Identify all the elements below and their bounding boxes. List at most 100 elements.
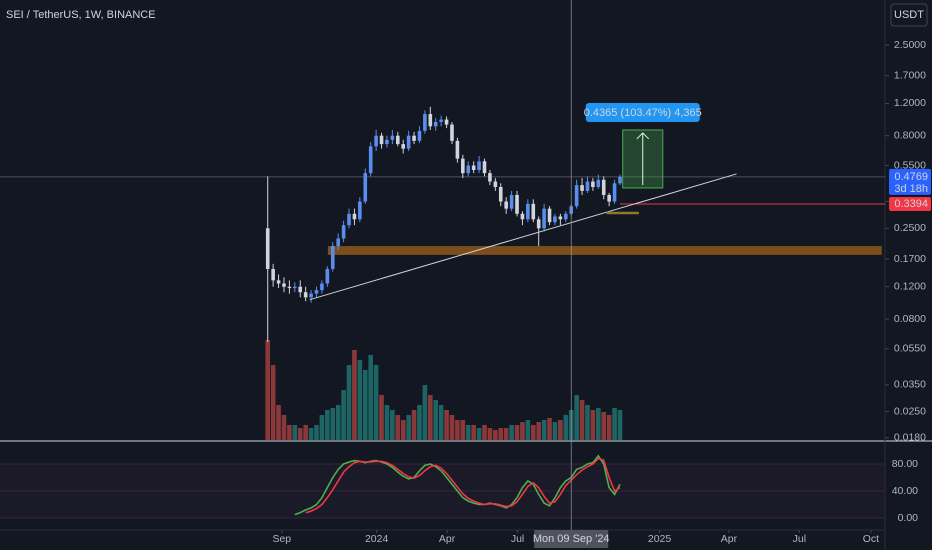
candle-body bbox=[563, 213, 568, 220]
y-tick-label: 1.7000 bbox=[894, 69, 926, 81]
x-tick-label: Sep bbox=[272, 533, 291, 545]
measure-label: 0.4365 (103.47%) 4,365 bbox=[584, 107, 702, 119]
candle-body bbox=[515, 194, 519, 214]
volume-bar bbox=[287, 425, 292, 440]
volume-bar bbox=[596, 408, 601, 440]
candle-body bbox=[303, 292, 308, 298]
volume-bar bbox=[530, 425, 536, 440]
candle-body bbox=[461, 158, 465, 174]
candle-body bbox=[547, 208, 552, 223]
volume-bar bbox=[482, 425, 487, 440]
volume-bar bbox=[276, 405, 281, 440]
volume-bar bbox=[590, 410, 596, 440]
volume-bar bbox=[352, 350, 357, 440]
candle-body bbox=[385, 139, 389, 145]
volume-bar bbox=[270, 365, 276, 440]
candle-body bbox=[309, 293, 313, 298]
volume-bar bbox=[373, 365, 379, 440]
volume-bar bbox=[265, 340, 271, 440]
candle-body bbox=[482, 161, 487, 174]
volume-bar bbox=[547, 418, 552, 440]
candle-body bbox=[450, 124, 454, 141]
volume-bar bbox=[303, 425, 308, 440]
trendline bbox=[309, 173, 737, 301]
volume-bar bbox=[563, 415, 569, 440]
volume-bar bbox=[335, 405, 341, 440]
volume-bar bbox=[498, 428, 504, 440]
level-box bbox=[889, 196, 931, 211]
candle-body bbox=[282, 283, 286, 287]
candle-body bbox=[477, 161, 481, 171]
candle-body bbox=[330, 246, 335, 269]
candle-body bbox=[401, 144, 406, 149]
crosshair-label-box bbox=[534, 530, 609, 548]
volume-bar bbox=[455, 420, 460, 440]
candle-body bbox=[395, 135, 400, 145]
y-tick-label: 0.0350 bbox=[894, 379, 926, 391]
volume-bar bbox=[574, 395, 579, 440]
volume-bar bbox=[325, 410, 330, 440]
candle-body bbox=[341, 225, 346, 239]
x-tick-label: Apr bbox=[439, 533, 456, 545]
volume-bar bbox=[471, 425, 476, 440]
candle-body bbox=[336, 238, 340, 247]
volume-bar bbox=[444, 410, 449, 440]
candle-body bbox=[471, 165, 476, 171]
volume-bar bbox=[417, 405, 422, 440]
chart-title: SEI / TetherUS, 1W, BINANCE bbox=[6, 9, 156, 21]
x-tick-label: Apr bbox=[721, 533, 738, 545]
candle-body bbox=[287, 286, 292, 289]
volume-bar bbox=[292, 425, 298, 440]
y-tick-label: 0.0550 bbox=[894, 343, 926, 355]
volume-bar bbox=[552, 422, 558, 440]
volume-bar bbox=[308, 428, 314, 440]
candle-body bbox=[417, 130, 422, 141]
volume-bar bbox=[536, 422, 541, 440]
candle-body bbox=[298, 286, 303, 293]
candle-body bbox=[363, 173, 368, 202]
candle-body bbox=[271, 268, 275, 281]
candle-body bbox=[314, 290, 319, 294]
candle-body bbox=[390, 135, 395, 140]
candle-body bbox=[612, 183, 617, 202]
currency-button[interactable] bbox=[890, 3, 928, 27]
volume-bar bbox=[433, 400, 439, 440]
last-price-label: 0.4769 bbox=[894, 171, 928, 183]
volume-bar bbox=[606, 415, 612, 440]
candle-body bbox=[358, 201, 362, 220]
candle-body bbox=[498, 187, 503, 202]
candle-body bbox=[374, 135, 378, 147]
volume-bar bbox=[617, 410, 623, 440]
volume-bar bbox=[541, 420, 547, 440]
volume-bar bbox=[460, 420, 466, 440]
y-tick-label: 0.8000 bbox=[894, 129, 926, 141]
y-tick-label: 0.0180 bbox=[894, 432, 926, 444]
candle-body bbox=[347, 213, 351, 226]
candle-body bbox=[293, 286, 297, 289]
candle-body bbox=[276, 280, 281, 284]
volume-bar bbox=[406, 415, 411, 440]
volume-bar bbox=[558, 420, 563, 440]
candle-body bbox=[352, 213, 357, 220]
volume-bar bbox=[465, 425, 471, 440]
candle-body bbox=[433, 122, 438, 127]
volume-bar bbox=[476, 428, 482, 440]
volume-bar bbox=[400, 420, 406, 440]
volume-bar bbox=[330, 408, 336, 440]
candle-body bbox=[439, 119, 443, 123]
volume-bar bbox=[438, 405, 444, 440]
volume-bar bbox=[379, 395, 384, 440]
currency[interactable]: USDT bbox=[894, 9, 924, 21]
candle-body bbox=[428, 114, 433, 127]
candle-body bbox=[531, 203, 536, 220]
crosshair-label: Mon 09 Sep '24 bbox=[533, 533, 610, 545]
candle-body bbox=[325, 268, 330, 284]
candle-body bbox=[607, 194, 611, 202]
volume-bar bbox=[585, 405, 590, 440]
x-tick-label: Jul bbox=[793, 533, 806, 545]
candle-body bbox=[509, 194, 514, 209]
volume-bar bbox=[493, 430, 498, 440]
volume-bar bbox=[297, 428, 303, 440]
